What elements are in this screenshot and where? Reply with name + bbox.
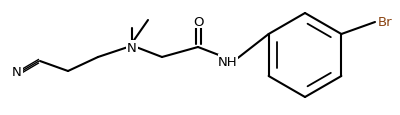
Text: NH: NH	[218, 55, 238, 68]
Text: O: O	[193, 15, 203, 28]
Text: Br: Br	[378, 16, 392, 29]
Text: N: N	[127, 41, 137, 54]
Text: N: N	[12, 65, 22, 78]
